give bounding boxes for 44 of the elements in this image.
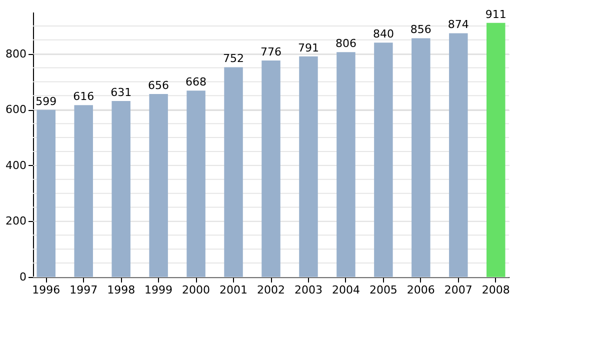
data-label: 806	[335, 37, 356, 50]
data-label: 776	[260, 46, 282, 59]
x-tick-label: 2007	[444, 284, 472, 296]
x-tick-label: 2008	[482, 284, 510, 296]
data-label: 840	[372, 28, 394, 41]
data-label: 856	[410, 23, 432, 36]
x-tick-label: 2001	[220, 284, 248, 296]
x-tick-label: 2004	[332, 284, 360, 296]
data-label: 631	[110, 86, 132, 99]
x-tick-label: 1997	[70, 284, 98, 296]
x-tick-label: 2002	[257, 284, 285, 296]
bar	[486, 22, 506, 277]
bar	[262, 60, 280, 277]
y-tick-label: 0	[20, 270, 26, 284]
bar	[412, 38, 430, 277]
x-tick-label: 1996	[32, 284, 60, 296]
y-tick-label: 800	[6, 47, 26, 60]
x-tick-label: 2003	[294, 284, 322, 296]
bar	[186, 90, 206, 277]
bar	[224, 67, 243, 277]
y-tick-label: 600	[6, 103, 26, 116]
data-label: 668	[186, 76, 207, 89]
bar	[112, 100, 130, 277]
data-label: 874	[448, 18, 469, 32]
bar	[336, 52, 356, 277]
x-tick-label: 2000	[182, 284, 210, 296]
bar	[299, 56, 318, 277]
bar	[374, 42, 393, 277]
y-tick-label: 200	[6, 214, 26, 228]
bar	[36, 110, 56, 277]
data-label: 599	[36, 94, 57, 108]
data-label: 752	[223, 52, 244, 66]
data-label: 791	[298, 41, 319, 54]
data-label: 911	[485, 8, 506, 21]
bar	[449, 33, 468, 277]
data-label: 616	[73, 90, 94, 104]
y-tick-label: 400	[6, 158, 26, 172]
bar	[149, 94, 168, 277]
data-label: 656	[148, 79, 170, 92]
x-tick-label: 1998	[107, 284, 136, 296]
x-tick-label: 2005	[369, 284, 398, 296]
x-tick-label: 1999	[144, 284, 173, 296]
x-tick-label: 2006	[406, 284, 435, 296]
bar	[74, 105, 93, 277]
